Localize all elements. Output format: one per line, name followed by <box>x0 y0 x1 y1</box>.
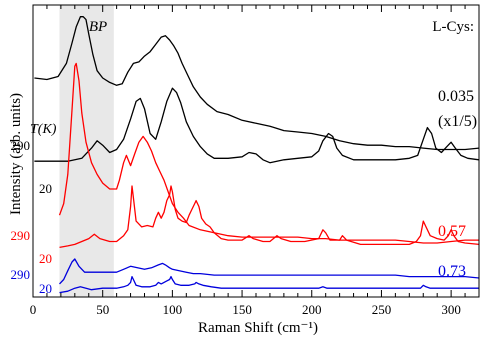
temp-label-0.73-20: 20 <box>39 281 52 296</box>
x-tick-labels: 0 50 100 150 200 250 300 <box>30 302 461 317</box>
spectrum-0.035-290K <box>34 16 480 151</box>
spectrum-0.035-20K <box>34 87 480 164</box>
x-tick-label-100: 100 <box>163 302 183 317</box>
sample-label: L-Cys: <box>432 19 474 35</box>
concentration-label-0.73: 0.73 <box>438 263 466 280</box>
temp-label-0.73-290: 290 <box>11 267 31 282</box>
scale-note-label: (x1/5) <box>438 113 477 130</box>
spectrum-0.57-290K <box>58 62 479 244</box>
spectrum-curves <box>34 16 480 294</box>
temperature-labels: 290 20 290 20 290 20 <box>11 138 53 296</box>
concentration-label-0.57: 0.57 <box>438 223 466 240</box>
spectrum-0.73-290K <box>59 258 480 285</box>
bp-band-shading <box>59 5 114 297</box>
x-tick-label-0: 0 <box>30 302 37 317</box>
concentration-label-0.035: 0.035 <box>438 88 474 105</box>
axis-ticks <box>32 5 480 297</box>
temperature-axis-label: T(K) <box>30 122 57 137</box>
x-tick-label-300: 300 <box>441 302 461 317</box>
x-axis-label: Raman Shift (cm⁻¹) <box>198 320 318 336</box>
spectrum-0.73-20K <box>59 275 479 294</box>
y-axis-label: Intensity (arb. units) <box>8 93 24 215</box>
plot-area: 0 50 100 150 200 250 300 290 20 290 20 290 20 0.035… <box>11 4 480 317</box>
x-tick-label-200: 200 <box>302 302 322 317</box>
bp-label: BP <box>89 19 107 35</box>
temp-label-0.035-20: 20 <box>39 181 52 196</box>
x-tick-label-50: 50 <box>96 302 109 317</box>
temp-label-0.57-290: 290 <box>11 228 31 243</box>
x-tick-label-150: 150 <box>232 302 252 317</box>
concentration-labels: 0.035 (x1/5) 0.57 0.73 <box>438 88 477 280</box>
spectrum-0.57-20K <box>59 185 480 249</box>
temp-label-0.57-20: 20 <box>39 251 52 266</box>
temp-label-0.035-290: 290 <box>11 138 31 153</box>
x-tick-label-250: 250 <box>372 302 392 317</box>
